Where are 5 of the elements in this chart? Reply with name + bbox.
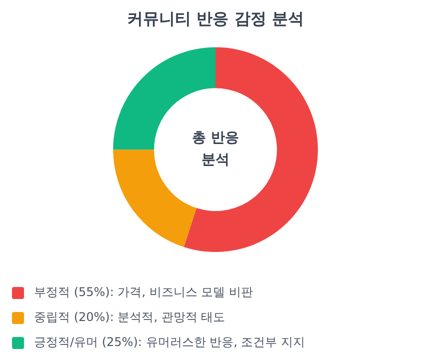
legend-label: 중립적 (20%): 분석적, 관망적 태도 [34, 309, 226, 326]
legend-label: 부정적 (55%): 가격, 비즈니스 모델 비판 [34, 284, 253, 301]
text: 총 반응 분석 [192, 130, 239, 168]
chart-title: 커뮤니티 반응 감정 분석 [127, 8, 304, 28]
legend-label: 긍정적/유머 (25%): 유머러스한 반응, 조건부 지지 [34, 334, 306, 351]
